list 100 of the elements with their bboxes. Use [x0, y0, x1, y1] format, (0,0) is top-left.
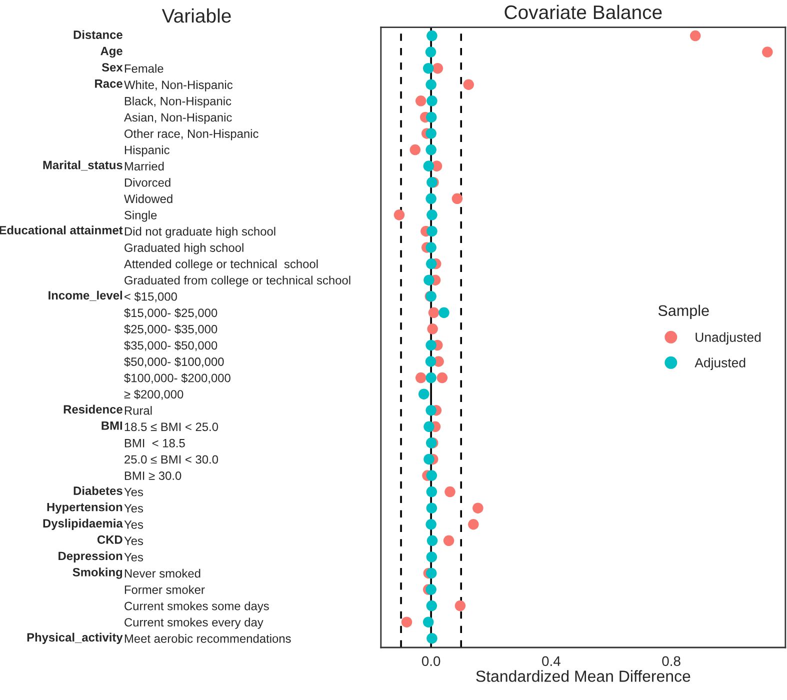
- chart-title: Covariate Balance: [504, 4, 662, 20]
- y-tick-label: Yes: [124, 504, 144, 513]
- point: [426, 404, 436, 416]
- point: [426, 486, 438, 498]
- y-tick-label: Other race, Non-Hispanic: [124, 129, 258, 140]
- y-tick-label: Hispanic: [124, 145, 170, 157]
- y-tick-label: Black, Non-Hispanic: [124, 96, 232, 108]
- point: [762, 46, 773, 58]
- point: [426, 30, 438, 42]
- point: [426, 372, 436, 384]
- point: [426, 144, 436, 156]
- x-tick-label: 0.0: [422, 656, 440, 666]
- y-tick-label: Married: [124, 162, 164, 171]
- point: [426, 193, 436, 204]
- y-tick-label: Yes: [124, 488, 144, 496]
- y-tick-label: Graduated from college or technical school: [124, 276, 350, 287]
- legend-label: Unadjusted: [696, 332, 761, 345]
- y2-tick-label: Hypertension: [47, 502, 122, 514]
- point: [426, 210, 438, 220]
- y-tick-label: White, Non-Hispanic: [124, 80, 233, 92]
- point: [463, 79, 474, 90]
- point: [426, 128, 436, 139]
- y2-tick-label: CKD: [97, 535, 122, 544]
- x-tick-label: 0.8: [662, 656, 680, 666]
- point: [426, 470, 438, 481]
- point: [452, 193, 463, 204]
- y-tick-label: 25.0 ≤ BMI < 30.0: [124, 455, 218, 464]
- y2-tick-label: Smoking: [72, 568, 122, 579]
- y2-tick-label: Diabetes: [74, 486, 122, 496]
- y-tick-label: Former smoker: [124, 585, 205, 594]
- y-tick-label: 18.5 ≤ BMI < 25.0: [124, 422, 218, 432]
- y-tick-label: Asian, Non-Hispanic: [124, 112, 232, 124]
- y-tick-label: Current smokes some days: [124, 601, 269, 613]
- legend-label: Adjusted: [694, 358, 746, 370]
- point: [426, 340, 436, 351]
- y-tick-label: Yes: [124, 520, 144, 529]
- y-tick-label: Rural: [124, 406, 152, 415]
- y2-tick-label: BMI: [102, 422, 122, 430]
- y-tick-label: ≥ $200,000: [124, 390, 184, 400]
- y-tick-label: Graduated high school: [124, 243, 244, 254]
- y2-tick-label: Income_level: [48, 290, 122, 301]
- point: [443, 535, 454, 546]
- y-tick-label: $35,000- $50,000: [124, 340, 218, 352]
- point: [444, 486, 456, 498]
- point: [438, 307, 450, 318]
- y2-tick-label: Educational attainmet: [0, 226, 123, 234]
- point: [426, 79, 436, 90]
- y-tick-label: Attended college or technical school: [124, 259, 318, 271]
- y-tick-label: Yes: [124, 553, 144, 562]
- y-tick-label: BMI ≥ 30.0: [124, 472, 182, 480]
- point: [422, 616, 434, 628]
- point: [422, 62, 434, 74]
- y-tick-label: $15,000- $25,000: [124, 308, 218, 318]
- point: [415, 372, 426, 384]
- y2-tick-label: Depression: [58, 551, 122, 563]
- y-tick-label: < $15,000: [124, 292, 177, 302]
- y-tick-label: $100,000- $200,000: [124, 373, 230, 384]
- legend-title: Sample: [658, 304, 709, 320]
- point: [428, 307, 440, 318]
- y2-tick-label: Age: [100, 46, 122, 58]
- point: [426, 226, 438, 237]
- point: [427, 324, 438, 334]
- point: [426, 552, 438, 562]
- y2-tick-label: Physical_activity: [27, 632, 123, 644]
- point: [394, 210, 405, 220]
- y2-tick-label: Residence: [64, 404, 122, 414]
- point: [424, 274, 434, 286]
- y-tick-label: Widowed: [124, 194, 172, 204]
- y-tick-label: $25,000- $35,000: [124, 324, 218, 335]
- point: [472, 502, 484, 514]
- point: [424, 454, 434, 465]
- point: [432, 62, 444, 74]
- point: [418, 388, 430, 400]
- y-tick-label: $50,000- $100,000: [124, 356, 224, 368]
- y-tick-label: Female: [124, 64, 164, 73]
- point: [426, 600, 438, 612]
- point: [415, 96, 426, 106]
- y-tick-label: Current smokes every day: [124, 618, 264, 629]
- point: [424, 421, 434, 432]
- y2-tick-label: Dyslipidaemia: [43, 518, 123, 530]
- point: [426, 535, 438, 546]
- point: [690, 30, 701, 42]
- y-tick-label: Did not graduate high school: [124, 226, 276, 238]
- point: [426, 584, 436, 595]
- y2-tick-label: Distance: [74, 30, 122, 39]
- point: [426, 502, 438, 514]
- point: [426, 258, 437, 270]
- y-axis-title: Variable: [162, 8, 231, 23]
- point: [425, 356, 436, 367]
- y-tick-label: Never smoked: [124, 568, 200, 578]
- y-tick-label: Divorced: [124, 178, 170, 187]
- point: [425, 46, 436, 58]
- point: [426, 96, 438, 106]
- y2-tick-label: Race: [95, 80, 122, 88]
- point: [401, 616, 412, 628]
- point: [426, 568, 437, 579]
- point: [423, 160, 434, 172]
- point: [426, 518, 436, 530]
- y2-tick-label: Sex: [102, 63, 123, 72]
- y-tick-label: Yes: [124, 536, 144, 546]
